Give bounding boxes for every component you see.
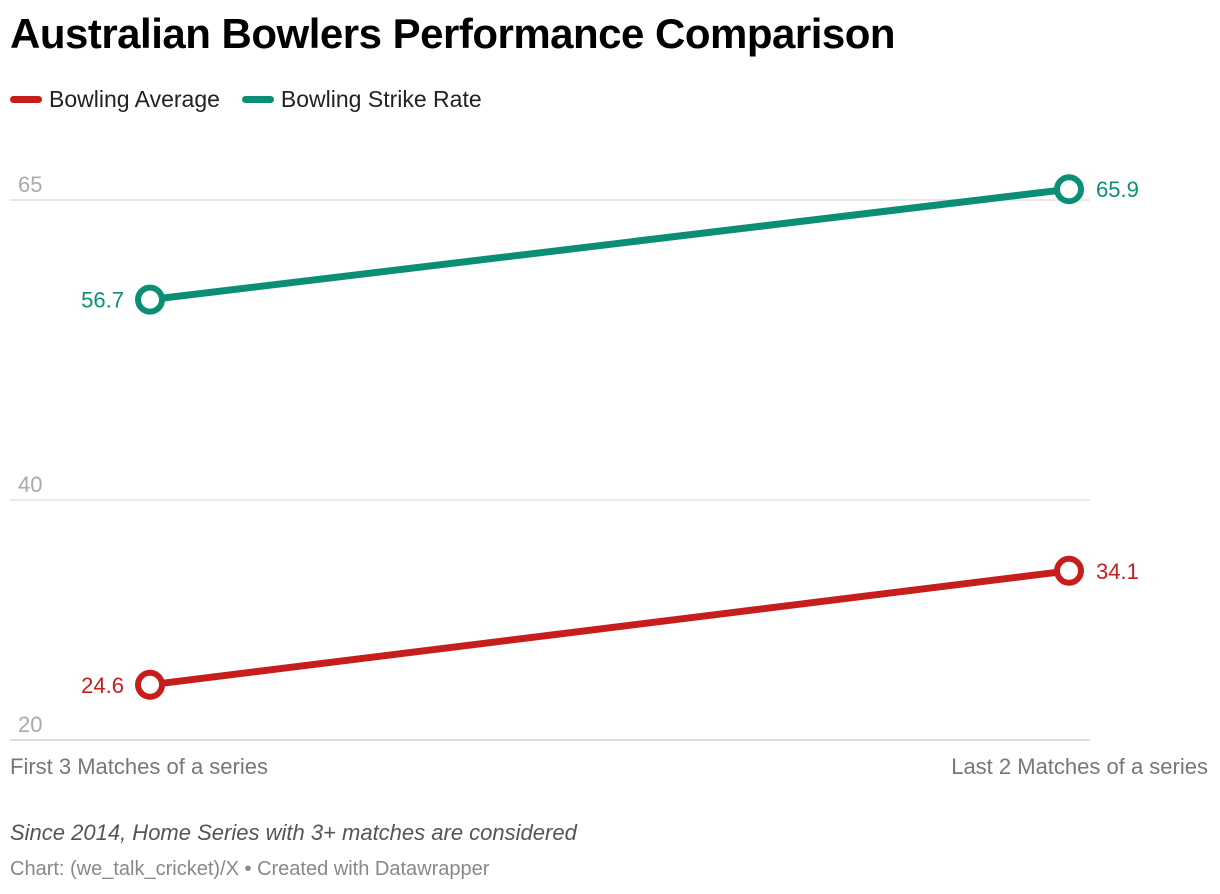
legend-label-bowling-strike-rate: Bowling Strike Rate bbox=[280, 86, 482, 112]
legend-item-bowling-strike-rate: Bowling Strike Rate bbox=[241, 86, 482, 113]
y-tick-label-20: 20 bbox=[18, 712, 42, 737]
legend-swatch-bowling-average bbox=[10, 96, 42, 103]
series-line-bowling-average bbox=[146, 567, 1073, 689]
legend-swatch-bowling-strike-rate bbox=[241, 96, 274, 103]
data-point-bowling-strike-rate-2 bbox=[1054, 174, 1084, 205]
data-label-bowling-average-2: 34.1 bbox=[1096, 559, 1139, 584]
data-point-bowling-average-1 bbox=[135, 669, 165, 700]
chart-title: Australian Bowlers Performance Compariso… bbox=[10, 10, 896, 57]
data-point-bowling-strike-rate-1 bbox=[135, 284, 165, 315]
chart-note: Since 2014, Home Series with 3+ matches … bbox=[10, 820, 577, 845]
y-tick-label-65: 65 bbox=[18, 172, 42, 197]
data-label-bowling-average-1: 24.6 bbox=[81, 673, 124, 698]
legend-label-bowling-average: Bowling Average bbox=[49, 86, 220, 112]
y-tick-label-40: 40 bbox=[18, 472, 42, 497]
series-line-bowling-strike-rate bbox=[146, 185, 1073, 304]
legend-item-bowling-average: Bowling Average bbox=[10, 86, 220, 113]
data-point-bowling-average-2 bbox=[1054, 555, 1084, 586]
x-tick-label-1: First 3 Matches of a series bbox=[10, 754, 268, 779]
x-tick-label-2: Last 2 Matches of a series bbox=[951, 754, 1208, 779]
data-label-bowling-strike-rate-2: 65.9 bbox=[1096, 177, 1139, 202]
data-label-bowling-strike-rate-1: 56.7 bbox=[81, 288, 124, 313]
chart-source: Chart: (we_talk_cricket)/X • Created wit… bbox=[10, 858, 490, 880]
legend: Bowling Average Bowling Strike Rate bbox=[10, 86, 504, 113]
